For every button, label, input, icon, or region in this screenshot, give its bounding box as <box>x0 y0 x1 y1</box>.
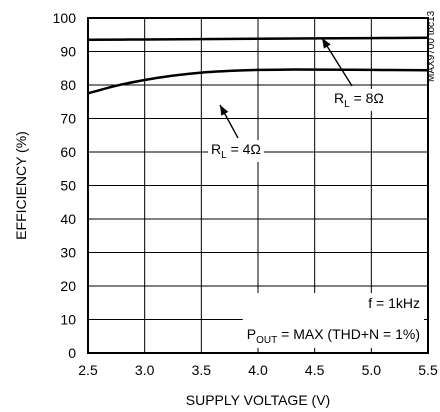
series-line-4ohm <box>87 68 429 95</box>
y-tick-label: 0 <box>68 345 76 361</box>
x-tick-label: 3.0 <box>135 362 155 378</box>
y-tick-label: 100 <box>53 10 77 26</box>
y-tick-label: 60 <box>60 144 76 160</box>
series-lines <box>87 36 429 95</box>
label-4ohm-background <box>208 140 264 162</box>
tick-labels: 2.5 3.0 3.5 4.0 4.5 5.0 5.5 0 10 20 30 40 50 60 70 80 90… <box>53 10 438 378</box>
x-tick-label: 4.0 <box>248 362 268 378</box>
y-tick-label: 20 <box>60 278 76 294</box>
x-tick-label: 3.5 <box>192 362 212 378</box>
label-4ohm-value: = 4Ω <box>227 141 261 157</box>
label-4ohm-r: R <box>211 141 221 157</box>
condition-output-power: POUT = MAX (THD+N = 1%) <box>247 326 420 346</box>
figure-code: MAX9700 toc13 <box>426 10 437 82</box>
y-tick-label: 90 <box>60 44 76 60</box>
label-4ohm-arrowhead <box>220 105 229 116</box>
series-line-8ohm <box>87 36 429 42</box>
series-label-4ohm: RL = 4Ω <box>211 141 261 161</box>
x-tick-label: 5.0 <box>362 362 382 378</box>
y-axis-title: EFFICIENCY (%) <box>13 131 29 240</box>
label-8ohm-arrowhead <box>322 38 331 49</box>
label-8ohm-r: R <box>334 90 344 106</box>
label-8ohm-sub: L <box>344 99 350 110</box>
y-tick-label: 50 <box>60 178 76 194</box>
pout-sub: OUT <box>256 335 277 346</box>
x-tick-label: 5.5 <box>418 362 438 378</box>
y-tick-label: 80 <box>60 77 76 93</box>
pout-value: = MAX (THD+N = 1%) <box>277 326 420 342</box>
label-8ohm-value: = 8Ω <box>350 90 384 106</box>
y-tick-label: 30 <box>60 245 76 261</box>
x-axis-title: SUPPLY VOLTAGE (V) <box>186 392 330 408</box>
conditions-background <box>242 293 424 348</box>
condition-frequency: f = 1kHz <box>368 295 420 311</box>
pout-p: P <box>247 326 256 342</box>
x-tick-label: 4.5 <box>305 362 325 378</box>
y-tick-label: 10 <box>60 312 76 328</box>
label-4ohm-sub: L <box>221 150 227 161</box>
x-tick-label: 2.5 <box>78 362 98 378</box>
y-tick-label: 40 <box>60 211 76 227</box>
plot-frame <box>87 17 429 354</box>
label-8ohm-background <box>331 89 387 111</box>
y-tick-label: 70 <box>60 111 76 127</box>
series-label-8ohm: RL = 8Ω <box>334 90 384 110</box>
